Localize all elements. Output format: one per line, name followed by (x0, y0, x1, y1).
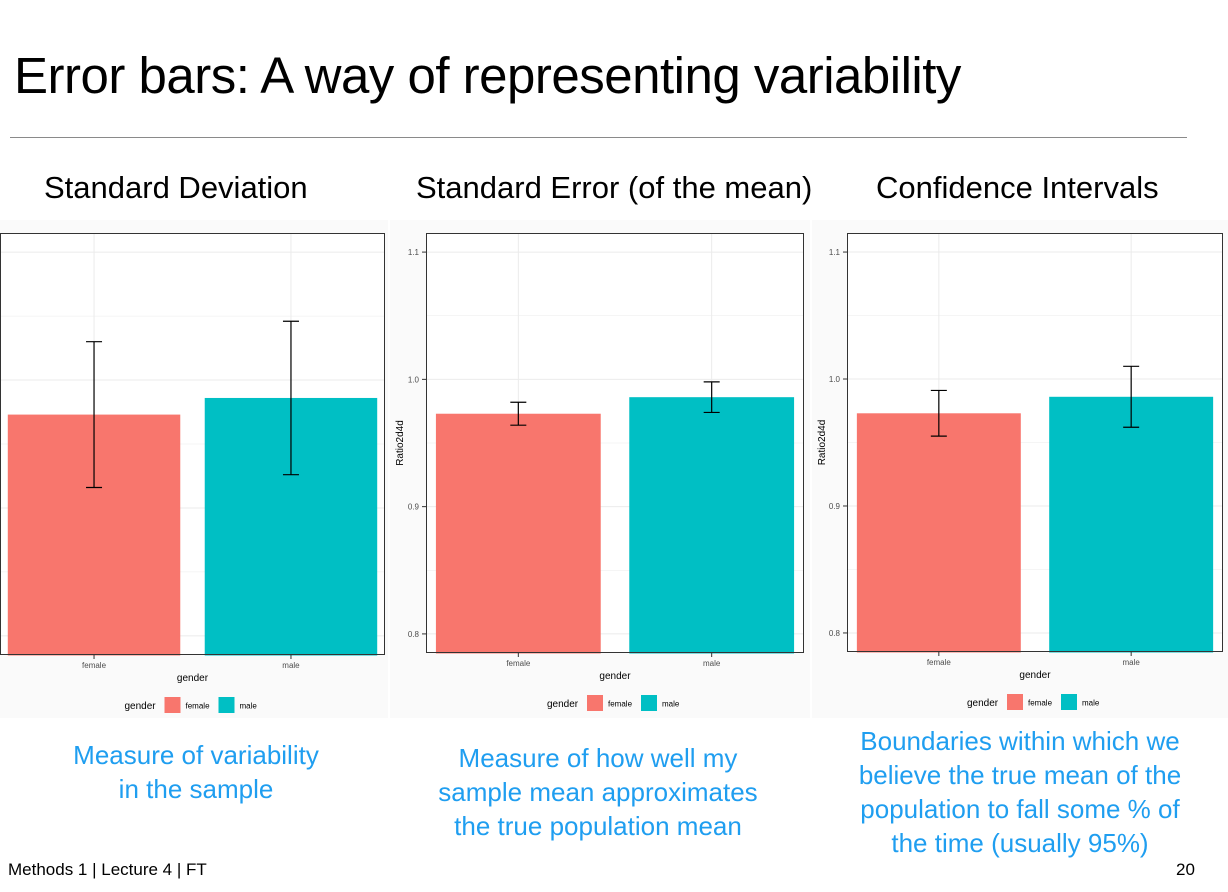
legend-title: gender (125, 701, 157, 712)
caption-line: believe the true mean of the (858, 760, 1182, 790)
caption-standard-deviation: Measure of variability in the sample (36, 738, 356, 806)
legend: gender female male (125, 697, 258, 713)
x-axis-title: gender (599, 671, 631, 682)
caption-standard-error: Measure of how well my sample mean appro… (418, 741, 778, 843)
error-bar-female (86, 341, 103, 489)
error-bar-male (703, 381, 720, 414)
y-axis-title: Ratio2d4d (395, 420, 406, 466)
bar-female (435, 413, 601, 654)
legend-swatch-female (587, 695, 603, 711)
plot-border (426, 233, 804, 653)
y-tick-label: 1.0 (829, 375, 841, 384)
caption-line: sample mean approximates (438, 777, 758, 807)
chart-standard-error: 0.8 0.9 1.0 1.1 female male gender Ratio2d4d gen… (390, 220, 810, 718)
panel-heading-confidence-intervals: Confidence Intervals (876, 170, 1159, 205)
legend-label-female: female (186, 702, 211, 711)
legend-swatch-male (641, 695, 657, 711)
y-tick-label: 1.1 (408, 248, 420, 257)
slide-title: Error bars: A way of representing variab… (14, 47, 961, 104)
x-tick-label: male (282, 661, 300, 670)
legend-label-female: female (608, 700, 633, 709)
caption-line: Boundaries within which we (860, 726, 1180, 756)
bar-female (856, 413, 1021, 653)
caption-line: Measure of how well my (458, 743, 738, 773)
error-bar-male (282, 320, 299, 476)
chart-confidence-intervals: 0.8 0.9 1.0 1.1 female male gender Ratio2d4d gen… (812, 220, 1228, 718)
legend-swatch-male (1061, 694, 1077, 710)
x-tick-label: male (703, 659, 721, 668)
error-bar-female (930, 389, 947, 437)
x-axis-title: gender (1019, 670, 1051, 681)
legend: gender female male (967, 694, 1100, 710)
y-tick-label: 1.0 (408, 375, 420, 384)
x-tick-label: male (1122, 658, 1140, 667)
title-divider (10, 137, 1187, 138)
caption-line: in the sample (118, 774, 274, 804)
y-tick-label: 0.9 (829, 502, 841, 511)
footer-course-label: Methods 1 | Lecture 4 | FT (8, 860, 207, 879)
legend-label-male: male (240, 702, 258, 711)
plot-border (847, 233, 1223, 652)
plot-border (0, 233, 385, 655)
error-bar-female (510, 401, 527, 426)
legend-swatch-female (1007, 694, 1023, 710)
error-bar-male (1123, 365, 1140, 428)
bar-male (1049, 396, 1214, 653)
legend-swatch-male (218, 697, 235, 713)
legend-label-male: male (662, 700, 680, 709)
legend-title: gender (967, 698, 999, 709)
caption-line: the true population mean (454, 811, 742, 841)
caption-line: the time (usually 95%) (891, 828, 1149, 858)
legend-label-female: female (1028, 699, 1053, 708)
y-tick-label: 1.1 (829, 248, 841, 257)
x-tick-label: female (82, 661, 107, 670)
y-tick-label: 0.9 (408, 503, 420, 512)
panel-heading-standard-error: Standard Error (of the mean) (416, 170, 813, 205)
page-number: 20 (1176, 860, 1195, 879)
y-tick-label: 0.8 (829, 629, 841, 638)
y-tick-label: 0.8 (408, 630, 420, 639)
caption-line: Measure of variability (73, 740, 319, 770)
caption-line: population to fall some % of (860, 794, 1180, 824)
x-tick-label: female (506, 659, 531, 668)
legend-swatch-female (164, 697, 181, 713)
chart-standard-deviation: female male gender gender female male (0, 220, 388, 718)
legend-label-male: male (1082, 699, 1100, 708)
y-axis-title: Ratio2d4d (817, 420, 828, 466)
panel-heading-standard-deviation: Standard Deviation (44, 170, 308, 205)
legend-title: gender (547, 699, 579, 710)
bar-male (629, 397, 795, 654)
x-axis-title: gender (177, 673, 209, 684)
x-tick-label: female (927, 658, 952, 667)
legend: gender female male (547, 695, 680, 711)
caption-confidence-intervals: Boundaries within which we believe the t… (838, 724, 1202, 860)
